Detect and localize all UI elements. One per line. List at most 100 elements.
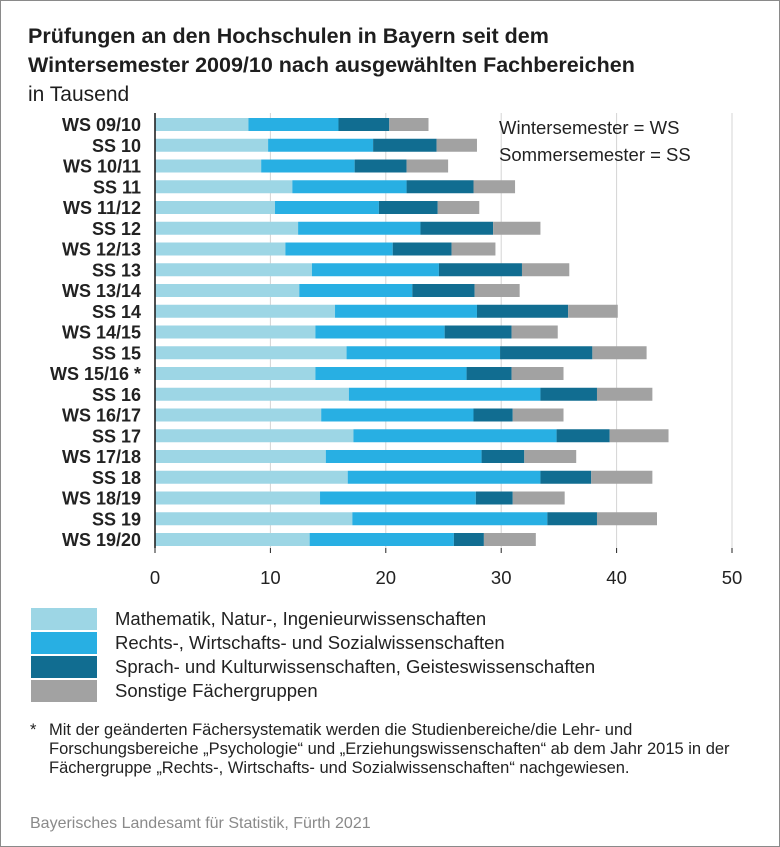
bar-sprach-5 [420, 221, 494, 235]
bar-mint-1 [155, 138, 269, 152]
category-label-8: WS 13/14 [62, 281, 141, 301]
bar-rechts-0 [248, 118, 339, 131]
category-label-5: SS 12 [92, 219, 141, 239]
bar-rechts-19 [352, 512, 548, 526]
bar-rechts-5 [298, 221, 421, 235]
bar-rechts-17 [347, 470, 541, 484]
bar-sonstige-11 [592, 346, 647, 360]
category-label-3: SS 11 [93, 177, 141, 197]
bar-sonstige-18 [512, 491, 565, 505]
annotation-ss: Sommersemester = SS [499, 144, 691, 165]
bar-sonstige-16 [524, 450, 577, 463]
x-tick-label-0: 0 [150, 567, 160, 588]
bar-mint-14 [155, 408, 322, 422]
bar-rechts-9 [335, 304, 477, 318]
footnote-text: Mit der geänderten Fächersystematik werd… [49, 721, 730, 777]
x-tick-label-30: 30 [491, 567, 512, 588]
legend-label-rechts: Rechts-, Wirtschafts- und Sozialwissensc… [115, 632, 505, 653]
bar-mint-6 [155, 242, 286, 256]
x-tick-label-40: 40 [606, 567, 627, 588]
bar-sprach-0 [338, 118, 390, 131]
bar-mint-13 [155, 387, 349, 401]
bar-sprach-12 [466, 367, 512, 380]
bar-sprach-14 [473, 408, 513, 422]
bar-sprach-10 [444, 325, 512, 339]
bar-sonstige-1 [436, 138, 477, 152]
legend-label-mint: Mathematik, Natur-, Ingenieurwissenschaf… [115, 608, 487, 629]
bar-sonstige-13 [596, 387, 653, 401]
category-label-0: WS 09/10 [62, 115, 141, 135]
bar-rechts-6 [285, 242, 393, 256]
category-label-16: WS 17/18 [62, 447, 141, 467]
category-label-6: WS 12/13 [62, 240, 141, 260]
bar-rechts-4 [275, 201, 379, 214]
bar-sprach-18 [475, 491, 513, 505]
annotation-ws: Wintersemester = WS [499, 117, 679, 138]
bar-rechts-12 [315, 367, 467, 380]
legend-label-sonstige: Sonstige Fächergruppen [115, 680, 318, 701]
bar-sprach-15 [556, 429, 610, 443]
category-label-13: SS 16 [92, 385, 141, 405]
x-tick-label-10: 10 [260, 567, 281, 588]
category-label-11: SS 15 [92, 343, 141, 363]
bar-sprach-8 [412, 284, 475, 297]
category-label-10: WS 14/15 [62, 323, 141, 343]
bar-mint-11 [155, 346, 347, 360]
category-label-20: WS 19/20 [62, 530, 141, 550]
bar-sonstige-19 [596, 512, 657, 526]
bar-sprach-17 [540, 470, 592, 484]
bar-sonstige-17 [591, 470, 653, 484]
bar-sprach-4 [378, 201, 438, 214]
category-label-9: SS 14 [92, 302, 141, 322]
bar-sprach-1 [373, 138, 437, 152]
bar-rechts-15 [353, 429, 557, 443]
bar-sprach-7 [438, 263, 522, 277]
bar-rechts-16 [325, 450, 482, 463]
category-label-18: WS 18/19 [62, 489, 141, 509]
category-label-14: WS 16/17 [62, 406, 141, 426]
bar-sprach-19 [547, 512, 597, 526]
bar-sprach-2 [354, 159, 407, 173]
bar-sprach-16 [481, 450, 525, 463]
title-line-2: Wintersemester 2009/10 nach ausgewählten… [28, 53, 635, 77]
category-label-4: WS 11/12 [63, 198, 141, 218]
bar-rechts-11 [346, 346, 501, 360]
bar-sonstige-4 [437, 201, 480, 214]
chart-title: Prüfungen an den Hochschulen in Bayern s… [28, 22, 635, 80]
category-label-2: WS 10/11 [63, 157, 141, 177]
bar-sprach-6 [392, 242, 452, 256]
bar-mint-9 [155, 304, 336, 318]
title-line-1: Prüfungen an den Hochschulen in Bayern s… [28, 24, 549, 48]
bar-rechts-10 [315, 325, 445, 339]
legend-swatch-sonstige [31, 680, 97, 702]
bar-rechts-14 [321, 408, 474, 422]
source-note: Bayerisches Landesamt für Statistik, Für… [30, 815, 371, 832]
bar-sonstige-14 [512, 408, 564, 422]
bar-sonstige-5 [493, 221, 541, 235]
bar-sonstige-20 [483, 533, 536, 546]
bar-sonstige-0 [389, 118, 429, 131]
chart-subtitle: in Tausend [28, 83, 130, 106]
bar-mint-16 [155, 450, 326, 463]
bar-sprach-13 [540, 387, 597, 401]
bar-rechts-13 [348, 387, 541, 401]
bar-rechts-3 [292, 180, 407, 194]
bar-sonstige-9 [568, 304, 618, 318]
bar-sonstige-8 [474, 284, 520, 297]
category-label-19: SS 19 [92, 509, 141, 529]
bar-mint-17 [155, 470, 348, 484]
bar-sprach-20 [453, 533, 484, 546]
bar-rechts-1 [268, 138, 374, 152]
bar-mint-8 [155, 284, 300, 297]
bar-rechts-8 [299, 284, 413, 297]
bar-mint-18 [155, 491, 321, 505]
category-label-15: SS 17 [92, 426, 141, 446]
bar-mint-0 [155, 118, 249, 131]
legend-swatch-mint [31, 608, 97, 630]
bar-sprach-9 [476, 304, 569, 318]
bar-sonstige-7 [521, 263, 570, 277]
bar-sonstige-6 [451, 242, 496, 256]
